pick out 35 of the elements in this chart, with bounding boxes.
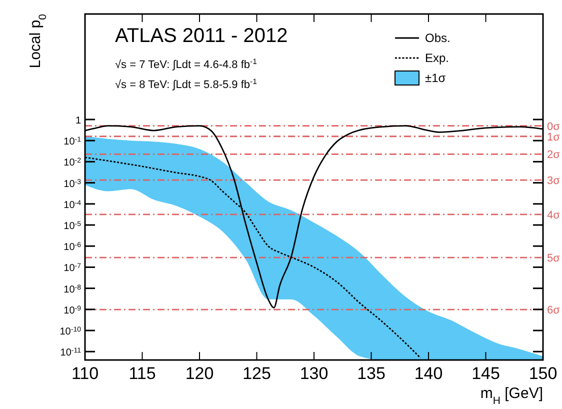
legend-label: Exp. bbox=[425, 51, 450, 65]
ref-line-label: 2σ bbox=[547, 149, 560, 162]
x-tick-label: 145 bbox=[472, 364, 500, 383]
legend-label: ±1σ bbox=[425, 71, 446, 85]
y-tick-label: 10$^{-5}$ bbox=[64, 220, 82, 232]
y-tick-label: 10$^{-9}$ bbox=[64, 304, 82, 316]
annotation: √s = 8 TeV: ∫Ldt = 5.8-5.9 fb$^{-1}$ bbox=[115, 76, 257, 91]
x-tick-label: 130 bbox=[300, 364, 328, 383]
y-tick-label: 10$^{-10}$ bbox=[60, 326, 82, 338]
x-tick-label: 140 bbox=[414, 364, 443, 383]
ref-line-label: 1σ bbox=[547, 131, 560, 144]
x-tick-label: 125 bbox=[242, 364, 271, 383]
annotation: √s = 7 TeV: ∫Ldt = 4.6-4.8 fb$^{-1}$ bbox=[115, 56, 257, 71]
y-tick-label: 10$^{-1}$ bbox=[64, 136, 82, 148]
ref-line-label: 4σ bbox=[547, 209, 560, 222]
y-tick-label: 10$^{-2}$ bbox=[64, 157, 82, 169]
y-tick-label: 10$^{-3}$ bbox=[64, 178, 82, 190]
y-tick-label: 10$^{-4}$ bbox=[64, 199, 82, 211]
x-tick-label: 150 bbox=[528, 364, 558, 383]
x-tick-label: 135 bbox=[357, 364, 386, 383]
legend-label: Obs. bbox=[425, 31, 450, 45]
x-axis-title: m$_{H}$ [GeV] bbox=[480, 385, 543, 407]
ref-line-label: 3σ bbox=[547, 175, 560, 188]
ref-line-label: 6σ bbox=[547, 304, 560, 317]
x-tick-label: 120 bbox=[185, 364, 214, 383]
y-tick-label: 1 bbox=[75, 116, 82, 126]
ref-line-label: 5σ bbox=[547, 252, 560, 265]
ref-line-label: 0σ bbox=[547, 120, 560, 133]
x-tick-label: 110 bbox=[71, 364, 99, 383]
y-tick-label: 10$^{-7}$ bbox=[64, 262, 82, 274]
y-tick-label: 10$^{-6}$ bbox=[64, 242, 82, 254]
annotation: ATLAS 2011 - 2012 bbox=[115, 25, 288, 47]
x-tick-label: 115 bbox=[128, 364, 156, 383]
y-tick-label: 10$^{-11}$ bbox=[60, 347, 82, 359]
y-tick-label: 10$^{-8}$ bbox=[64, 284, 82, 296]
